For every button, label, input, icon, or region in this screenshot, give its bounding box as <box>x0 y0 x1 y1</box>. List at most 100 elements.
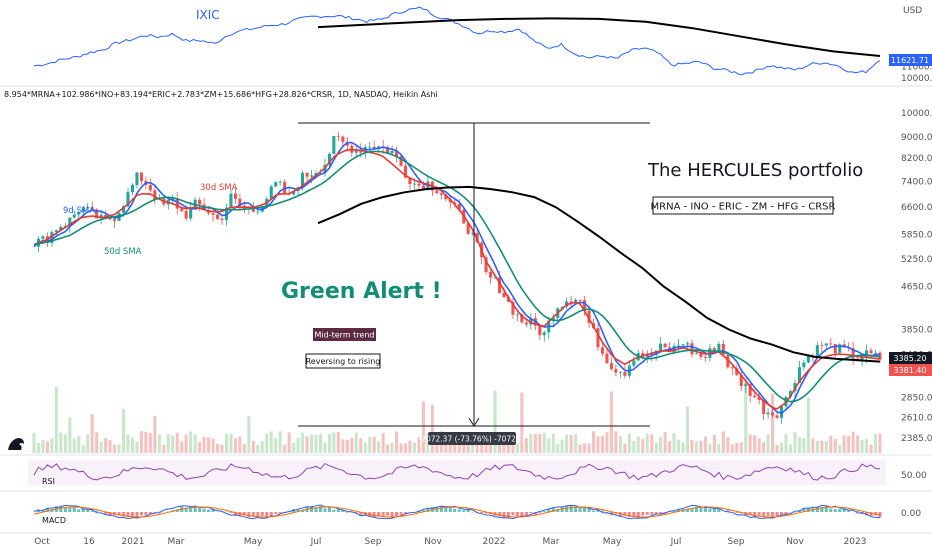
macd-histogram-bar <box>68 508 72 512</box>
volume-bar <box>744 377 748 453</box>
volume-bar <box>865 438 869 453</box>
measure-arrow-head <box>468 417 480 427</box>
candle-body <box>735 368 739 375</box>
candle-body <box>323 165 327 174</box>
volume-bar <box>829 435 833 453</box>
volume-bar <box>493 390 497 453</box>
volume-bar <box>793 432 797 453</box>
macd-histogram-bar <box>439 506 443 512</box>
volume-bar <box>757 438 761 453</box>
volume-bar <box>144 431 148 453</box>
volume-bar <box>265 433 269 453</box>
rsi-value: 50.00 <box>901 471 927 481</box>
volume-bar <box>341 439 345 453</box>
ixic-tick-label: 11000.00 <box>901 62 932 72</box>
candle-body <box>72 214 76 218</box>
volume-bar <box>175 432 179 453</box>
candle-body <box>421 185 425 190</box>
volume-bar <box>139 431 143 453</box>
macd-histogram-bar <box>520 512 524 517</box>
macd-histogram-bar <box>784 512 788 516</box>
candle-body <box>623 371 627 376</box>
candle-body <box>663 343 667 348</box>
candle-body <box>435 190 439 194</box>
volume-bar <box>694 441 698 453</box>
candle-body <box>815 345 819 358</box>
macd-histogram-bar <box>193 506 197 512</box>
volume-bar <box>842 435 846 453</box>
macd-histogram-bar <box>775 512 779 517</box>
macd-histogram-bar <box>632 512 636 517</box>
sma30-line <box>33 149 881 410</box>
volume-bar <box>54 387 58 453</box>
candle-body <box>600 347 604 354</box>
macd-histogram-bar <box>771 512 775 517</box>
macd-histogram-bar <box>529 512 533 514</box>
candle-body <box>511 301 515 315</box>
candle-body <box>632 360 636 366</box>
macd-histogram-bar <box>511 512 515 516</box>
volume-bar <box>780 442 784 453</box>
candle-body <box>372 146 376 149</box>
macd-histogram-bar <box>381 512 385 517</box>
candle-body <box>444 195 448 200</box>
candle-body <box>484 257 488 272</box>
candle-body <box>220 218 224 220</box>
time-tick-label: Oct <box>34 537 50 547</box>
candle-body <box>865 350 869 358</box>
macd-histogram-bar <box>323 508 327 512</box>
volume-bar <box>645 433 649 453</box>
candle-body <box>699 353 703 357</box>
candle-body <box>189 207 193 219</box>
macd-histogram-bar <box>596 509 600 512</box>
macd-histogram-bar <box>448 506 452 512</box>
candle-body <box>238 198 242 206</box>
volume-bar <box>708 443 712 453</box>
candle-body <box>583 300 587 311</box>
candle-body <box>493 277 497 279</box>
volume-bar <box>457 438 461 453</box>
candle-body <box>77 212 81 215</box>
candle-body <box>542 332 546 336</box>
tickers-box <box>652 196 834 215</box>
volume-bar <box>345 439 349 453</box>
candle-body <box>332 136 336 154</box>
candle-body <box>41 236 45 239</box>
volume-bar <box>739 442 743 453</box>
candle-body <box>386 147 390 154</box>
macd-histogram-bar <box>677 509 681 512</box>
volume-bar <box>663 432 667 453</box>
volume-bar <box>753 435 757 453</box>
macd-histogram-bar <box>462 510 466 512</box>
volume-bar <box>524 438 528 453</box>
macd-histogram-bar <box>104 512 108 515</box>
candle-body <box>712 348 716 351</box>
macd-histogram-bar <box>81 508 85 512</box>
volume-bar <box>350 438 354 453</box>
candle-body <box>788 391 792 397</box>
volume-bar <box>730 444 734 453</box>
ixic-label: IXIC <box>196 8 220 22</box>
macd-histogram-bar <box>242 512 246 516</box>
macd-histogram-bar <box>806 507 810 512</box>
volume-bar <box>153 415 157 453</box>
volume-bar <box>148 433 152 453</box>
volume-bar <box>162 444 166 453</box>
tradingview-logo-icon[interactable] <box>8 438 24 450</box>
macd-histogram-bar <box>735 512 739 513</box>
volume-bar <box>762 442 766 453</box>
macd-histogram-bar <box>332 509 336 512</box>
volume-bar <box>292 443 296 453</box>
macd-histogram-bar <box>569 505 573 512</box>
volume-bar <box>220 444 224 453</box>
time-tick-label: 2021 <box>122 537 145 547</box>
volume-bar <box>412 442 416 453</box>
volume-bar <box>256 444 260 453</box>
volume-bar <box>735 442 739 453</box>
volume-bar <box>498 445 502 453</box>
candle-body <box>703 356 707 358</box>
volume-bar <box>681 442 685 453</box>
volume-bar <box>238 436 242 453</box>
macd-histogram-bar <box>153 512 157 513</box>
volume-bar <box>592 431 596 453</box>
